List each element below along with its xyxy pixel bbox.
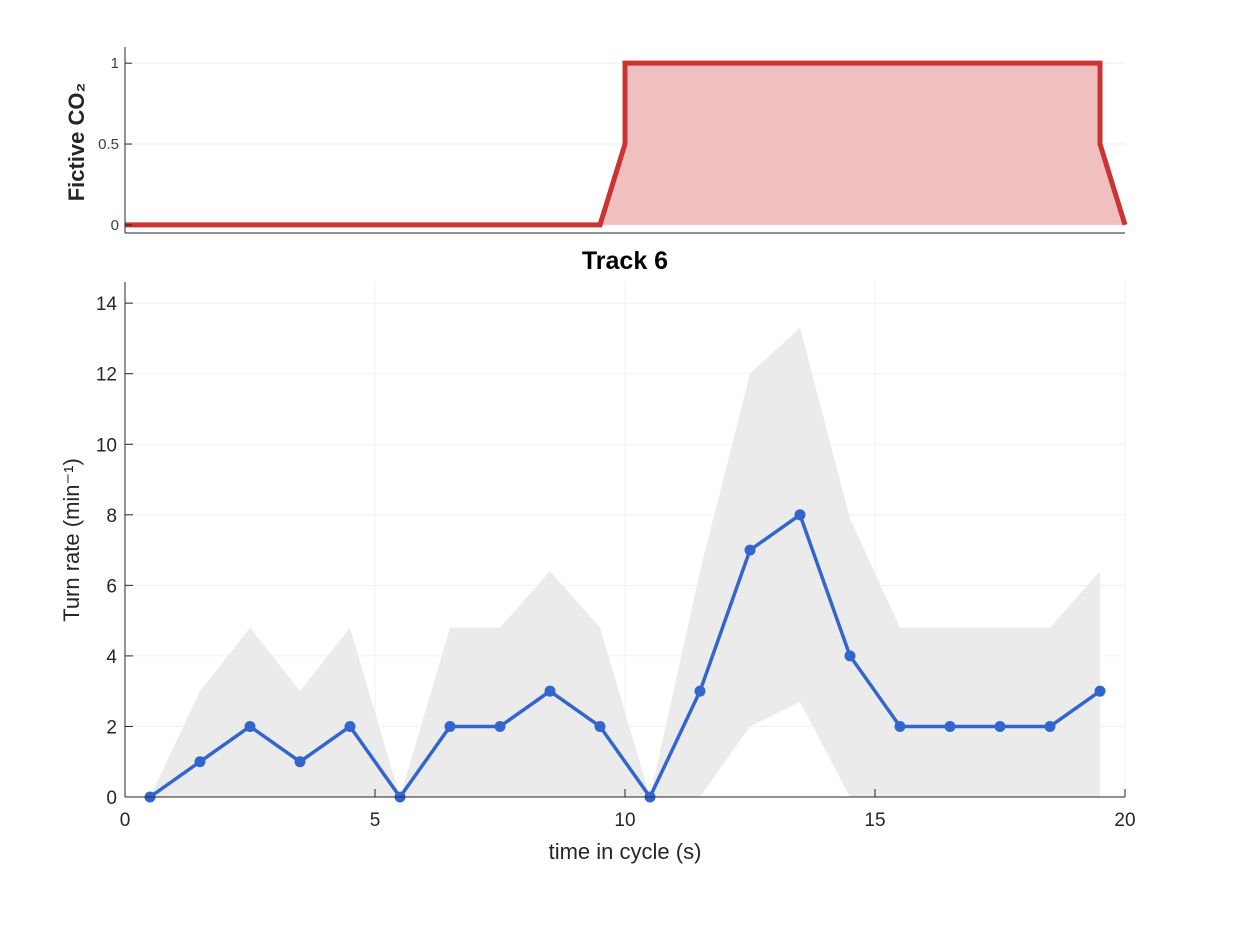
data-point: [494, 720, 506, 732]
co2-y-axis-label: Fictive CO₂: [64, 83, 89, 202]
data-point: [1094, 685, 1106, 697]
data-point: [194, 756, 206, 768]
co2-y-tick-label: 0.5: [98, 136, 119, 153]
data-point: [344, 720, 356, 732]
data-point: [444, 720, 456, 732]
data-point: [994, 720, 1006, 732]
turn-rate-line: [148, 513, 1102, 799]
data-point: [244, 720, 256, 732]
data-point: [944, 720, 956, 732]
data-point: [844, 650, 856, 662]
data-point: [294, 756, 306, 768]
co2-y-tick-label: 1: [111, 55, 119, 72]
x-tick-label: 15: [864, 810, 885, 831]
y-tick-label: 10: [96, 435, 117, 456]
co2-chart: 00.51 Fictive CO₂: [64, 47, 1128, 234]
turn-rate-chart: Track 6 0 5 10 15 20 0 2 4 6 8 10 12 14 time in cycl…: [59, 247, 1136, 864]
data-point: [544, 685, 556, 697]
data-point: [694, 685, 706, 697]
y-tick-label: 2: [106, 717, 117, 738]
chart-title: Track 6: [582, 247, 668, 275]
x-tick-label: 5: [370, 810, 381, 831]
confidence-band-area: [150, 327, 1100, 797]
x-tick-label: 10: [614, 810, 635, 831]
co2-axes: [124, 47, 1125, 234]
co2-line: [125, 60, 1128, 228]
x-axis-label: time in cycle (s): [549, 839, 702, 864]
y-axis-label: Turn rate (min⁻¹): [59, 458, 84, 622]
y-tick-label: 14: [96, 294, 118, 315]
y-tick-label: 8: [106, 506, 117, 527]
co2-ticks: 00.51: [98, 55, 132, 234]
x-tick-label: 0: [120, 810, 131, 831]
co2-y-tick-label: 0: [111, 217, 119, 234]
y-tick-label: 6: [106, 576, 117, 597]
y-tick-label: 4: [106, 647, 117, 668]
data-point: [1044, 720, 1056, 732]
x-tick-label: 20: [1114, 810, 1135, 831]
co2-series: [125, 60, 1128, 228]
y-tick-label: 12: [96, 365, 117, 386]
data-point: [894, 720, 906, 732]
y-tick-label: 0: [106, 788, 117, 809]
confidence-band: [150, 327, 1100, 797]
data-point: [594, 720, 606, 732]
data-point: [744, 544, 756, 556]
turn-rate-series: [144, 509, 1106, 803]
turn-ticks: 0 5 10 15 20 0 2 4 6 8 10 12 14: [96, 294, 1136, 831]
data-point: [794, 509, 806, 521]
